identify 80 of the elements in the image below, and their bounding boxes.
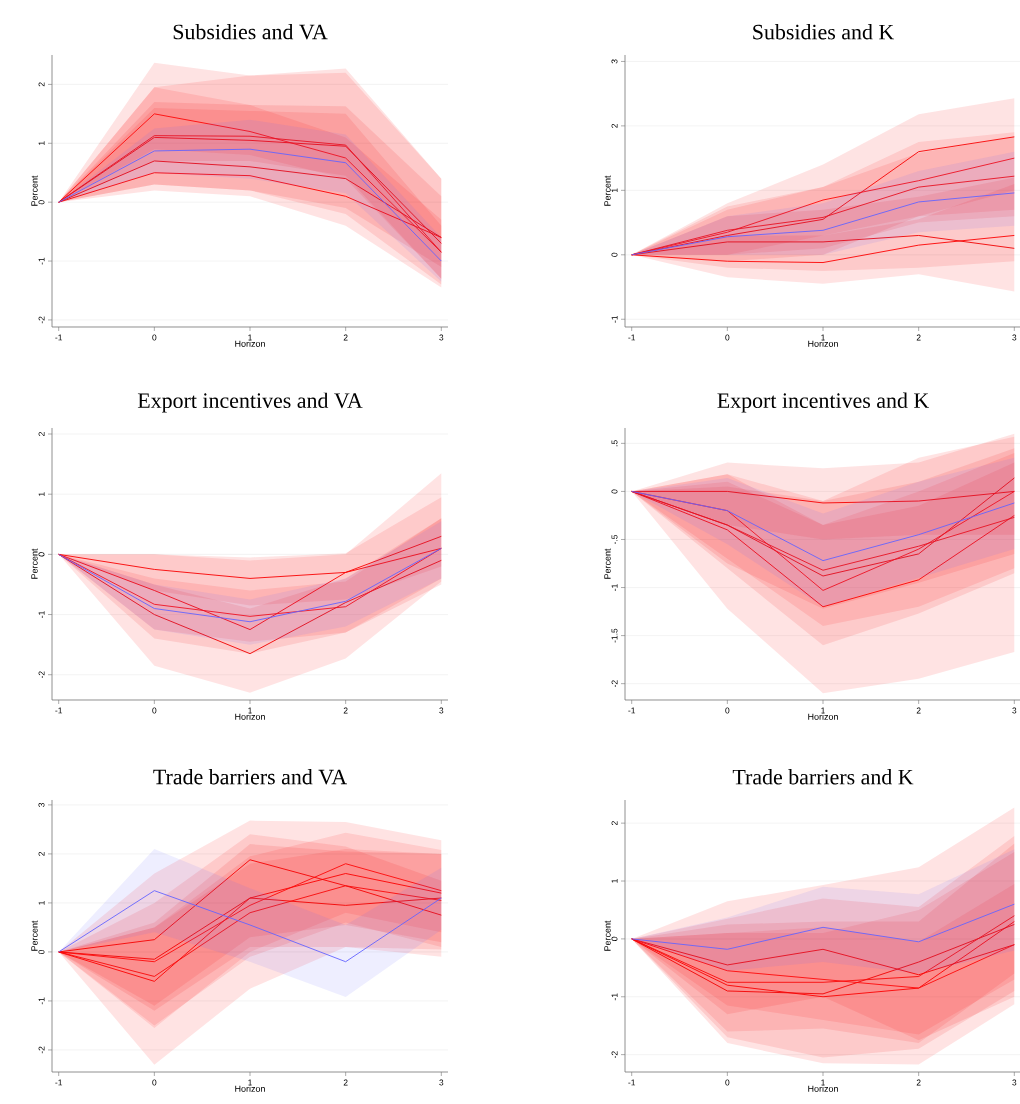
x-axis-title: Horizon xyxy=(235,340,265,347)
x-tick-label: -1 xyxy=(55,1079,63,1086)
y-tick-label: 2 xyxy=(611,821,618,826)
y-tick-label: 0 xyxy=(611,252,618,257)
x-tick-label: 0 xyxy=(152,334,157,341)
chart-title: Subsidies and K xyxy=(753,24,895,40)
y-tick-label: 1 xyxy=(611,879,618,883)
y-tick-label: -1 xyxy=(611,315,618,323)
y-tick-label: 2 xyxy=(38,851,45,856)
x-tick-label: 2 xyxy=(343,707,348,714)
y-axis-title: Percent xyxy=(604,175,611,206)
y-axis-title: Percent xyxy=(604,548,611,579)
x-tick-label: 3 xyxy=(1012,1079,1017,1086)
x-tick-label: -1 xyxy=(55,707,63,714)
y-tick-label: 0 xyxy=(38,949,45,954)
x-tick-label: 1 xyxy=(248,1079,252,1086)
y-tick-label: -2 xyxy=(38,1046,45,1054)
y-tick-label: 0 xyxy=(611,936,618,941)
x-tick-label: 2 xyxy=(343,334,348,341)
y-tick-label: 2 xyxy=(38,82,45,87)
y-tick-label: 3 xyxy=(38,802,45,807)
x-tick-label: 1 xyxy=(821,1079,825,1086)
x-tick-label: 0 xyxy=(725,707,730,714)
y-tick-label: -1 xyxy=(611,993,618,1001)
x-tick-label: 2 xyxy=(916,1079,921,1086)
y-tick-label: 2 xyxy=(611,123,618,128)
x-tick-label: 3 xyxy=(439,1079,444,1086)
chart-title: Export incentives and VA xyxy=(137,392,363,413)
y-axis-title: Percent xyxy=(31,175,38,206)
y-tick-label: 0 xyxy=(38,200,45,205)
x-tick-label: 1 xyxy=(821,707,825,714)
x-tick-label: 3 xyxy=(439,707,444,714)
x-tick-label: 0 xyxy=(152,1079,157,1086)
x-tick-label: -1 xyxy=(628,707,636,714)
y-tick-label: 3 xyxy=(611,59,618,64)
x-axis-title: Horizon xyxy=(808,340,838,347)
x-tick-label: 2 xyxy=(343,1079,348,1086)
x-tick-label: 2 xyxy=(916,707,921,714)
x-tick-label: 1 xyxy=(248,334,252,341)
y-axis-title: Percent xyxy=(31,548,38,579)
chart-title: Export incentives and K xyxy=(717,392,930,413)
x-tick-label: 0 xyxy=(725,1079,730,1086)
x-tick-label: 2 xyxy=(916,334,921,341)
x-axis-title: Horizon xyxy=(235,1085,265,1092)
y-tick-label: 0 xyxy=(611,489,618,494)
x-tick-label: -1 xyxy=(55,334,63,341)
x-axis-title: Horizon xyxy=(235,713,265,720)
x-tick-label: 0 xyxy=(152,707,157,714)
y-tick-label: -2 xyxy=(611,680,618,688)
y-tick-label: 2 xyxy=(38,432,45,436)
chart-title: Trade barriers and K xyxy=(732,769,914,785)
x-axis-title: Horizon xyxy=(808,1085,838,1092)
x-tick-label: -1 xyxy=(628,1079,636,1086)
x-tick-label: -1 xyxy=(628,334,636,341)
y-tick-label: 1 xyxy=(38,141,45,146)
y-tick-label: 1 xyxy=(38,492,45,496)
chart-title: Subsidies and VA xyxy=(173,23,328,40)
x-tick-label: 1 xyxy=(821,334,825,341)
chart-title: Trade barriers and VA xyxy=(153,768,347,785)
y-tick-label: -2 xyxy=(611,1051,618,1059)
y-tick-label: 1 xyxy=(611,188,618,193)
x-tick-label: 0 xyxy=(725,334,730,341)
y-tick-label: -1.5 xyxy=(611,628,618,643)
x-axis-title: Horizon xyxy=(808,713,838,720)
y-tick-label: -1 xyxy=(611,584,618,591)
y-tick-label: -1 xyxy=(38,997,45,1005)
y-tick-label: -1 xyxy=(38,611,45,618)
y-tick-label: -.5 xyxy=(611,534,618,545)
y-tick-label: -2 xyxy=(38,316,45,324)
x-tick-label: 1 xyxy=(248,707,252,714)
y-tick-label: -2 xyxy=(38,671,45,679)
x-tick-label: 3 xyxy=(439,334,444,341)
y-axis-title: Percent xyxy=(604,920,611,951)
x-tick-label: 3 xyxy=(1012,707,1017,714)
y-tick-label: 0 xyxy=(38,552,45,557)
y-tick-label: -1 xyxy=(38,257,45,265)
x-tick-label: 3 xyxy=(1012,334,1017,341)
y-tick-label: .5 xyxy=(611,440,618,447)
y-axis-title: Percent xyxy=(31,920,38,951)
y-tick-label: 1 xyxy=(38,900,45,905)
